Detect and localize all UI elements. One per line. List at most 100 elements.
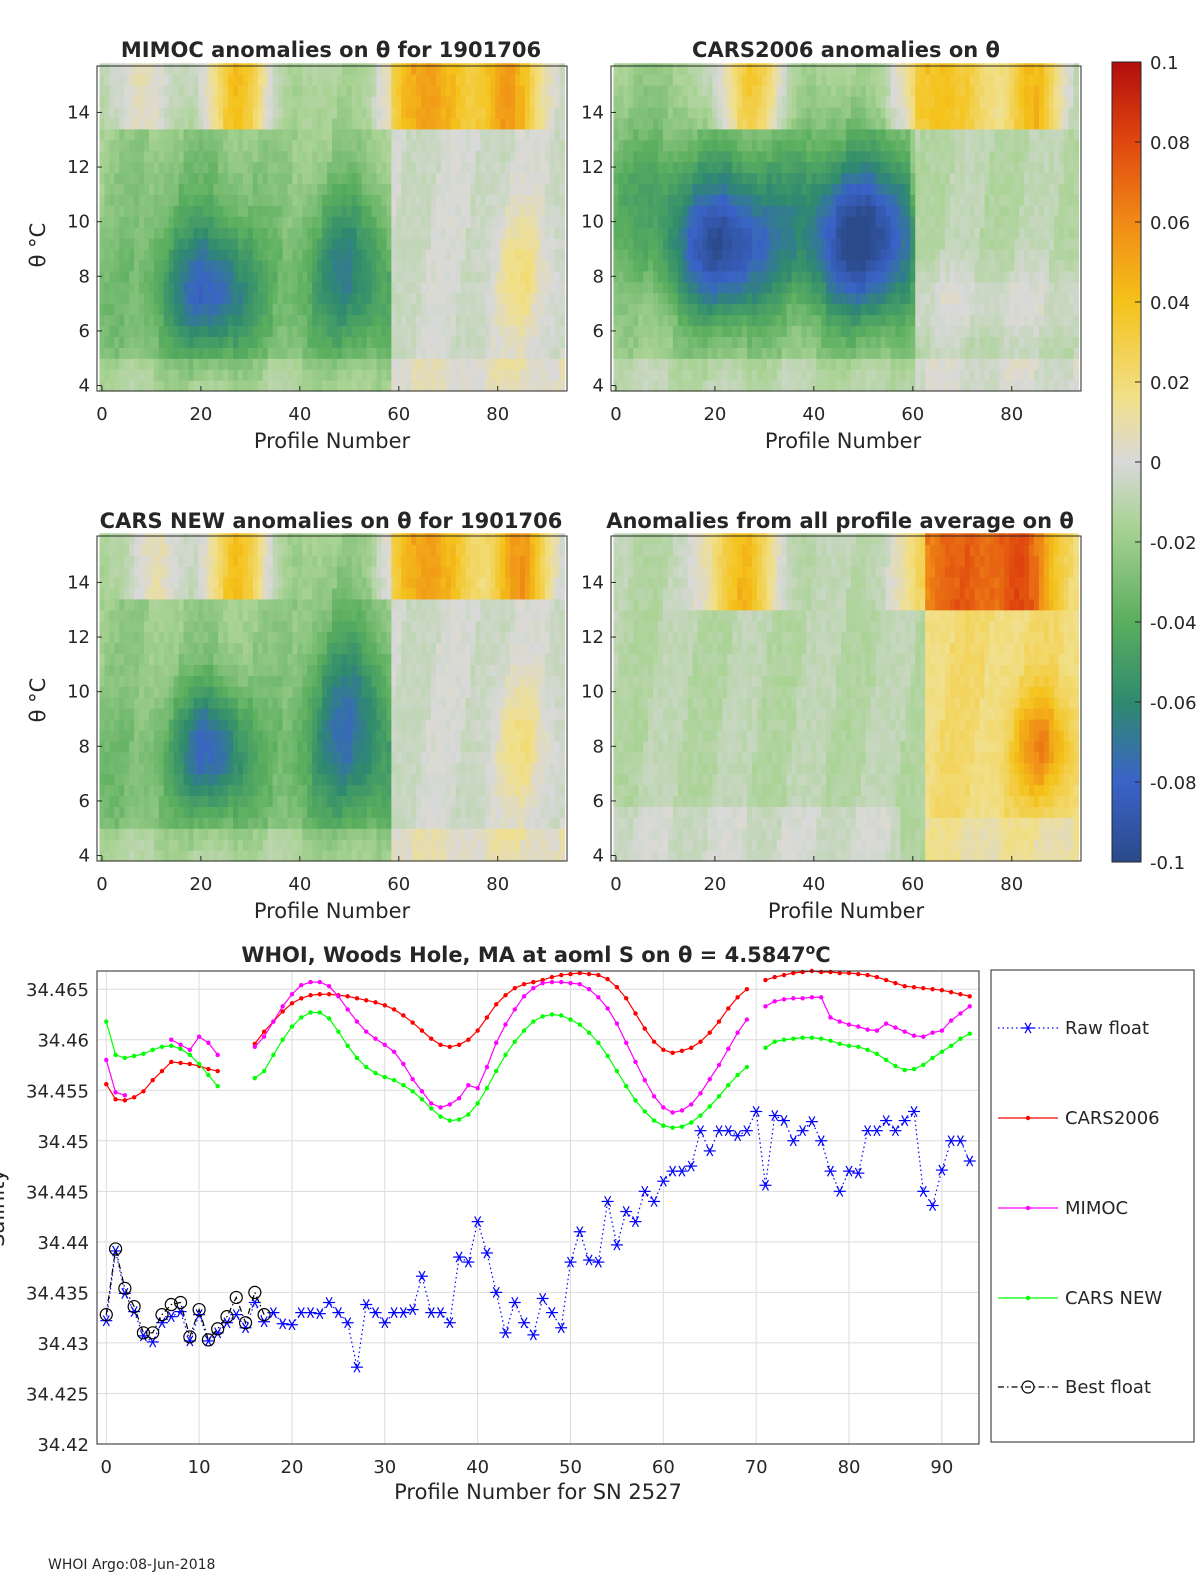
heatmap-cell xyxy=(791,259,798,272)
heatmap-cell xyxy=(791,325,798,337)
heatmap-cell xyxy=(910,63,916,75)
heatmap-cell xyxy=(761,380,768,392)
heatmap-cell xyxy=(153,205,160,217)
heatmap-cell xyxy=(653,85,659,97)
heatmap-cell xyxy=(682,216,689,228)
heatmap-cell xyxy=(623,314,629,327)
heatmap-cell xyxy=(450,303,457,316)
heatmap-cell xyxy=(168,96,175,108)
heatmap-cell xyxy=(416,150,422,163)
heatmap-cell xyxy=(208,358,214,370)
heatmap-cell xyxy=(539,369,546,381)
heatmap-cell xyxy=(544,347,551,359)
heatmap-cell xyxy=(559,380,566,392)
heatmap-cell xyxy=(416,161,422,174)
heatmap-cell xyxy=(880,117,887,130)
heatmap-cell xyxy=(144,63,150,75)
heatmap-cell xyxy=(761,314,768,327)
heatmap-cell xyxy=(366,96,373,108)
heatmap-cell xyxy=(860,128,867,141)
heatmap-cell xyxy=(272,96,279,108)
heatmap-cell xyxy=(771,74,778,86)
heatmap-cell xyxy=(396,380,402,392)
heatmap-cell xyxy=(430,369,437,381)
heatmap-cell xyxy=(747,325,753,337)
heatmap-cell xyxy=(658,74,664,86)
heatmap-cell xyxy=(692,336,699,348)
heatmap-cell xyxy=(964,281,971,294)
heatmap-cell xyxy=(173,270,180,283)
heatmap-cell xyxy=(935,139,941,152)
heatmap-cell xyxy=(880,248,887,261)
heatmap-cell xyxy=(658,314,664,327)
heatmap-cell xyxy=(722,270,728,283)
heatmap-cell xyxy=(302,96,308,108)
heatmap-cell xyxy=(846,183,852,195)
heatmap-cell xyxy=(252,63,259,75)
heatmap-cell xyxy=(351,172,358,185)
heatmap-cell xyxy=(223,369,229,381)
heatmap-cell xyxy=(470,248,477,261)
heatmap-cell xyxy=(667,96,674,108)
heatmap-cell xyxy=(406,314,412,327)
heatmap-cell xyxy=(850,139,857,152)
heatmap-cell xyxy=(203,205,209,217)
heatmap-cell xyxy=(287,303,294,316)
heatmap-cell xyxy=(846,205,852,217)
heatmap-cell xyxy=(618,161,624,174)
heatmap-cell xyxy=(238,248,244,261)
heatmap-cell xyxy=(860,380,867,392)
heatmap-cell xyxy=(450,380,457,392)
heatmap-cell xyxy=(826,106,832,119)
heatmap-cell xyxy=(648,216,654,228)
heatmap-cell xyxy=(850,270,857,283)
heatmap-cell xyxy=(445,106,452,119)
heatmap-cell xyxy=(396,161,402,174)
heatmap-cell xyxy=(153,74,160,86)
heatmap-cell xyxy=(638,128,644,141)
heatmap-cell xyxy=(860,325,867,337)
heatmap-cell xyxy=(139,205,145,217)
heatmap-cell xyxy=(870,281,877,294)
heatmap-cell xyxy=(183,248,190,261)
heatmap-cell xyxy=(139,369,145,381)
heatmap-cell xyxy=(188,227,195,239)
heatmap-cell xyxy=(722,96,728,108)
heatmap-cell xyxy=(480,238,486,250)
heatmap-cell xyxy=(672,281,679,294)
heatmap-cell xyxy=(411,85,417,97)
heatmap-cell xyxy=(662,270,669,283)
heatmap-cell xyxy=(322,117,328,130)
heatmap-cell xyxy=(124,281,130,294)
heatmap-cell xyxy=(193,325,200,337)
heatmap-cell xyxy=(910,106,916,119)
heatmap-cell xyxy=(801,270,808,283)
heatmap-cell xyxy=(114,139,120,152)
heatmap-cell xyxy=(386,183,392,195)
heatmap-cell xyxy=(658,336,664,348)
heatmap-cell xyxy=(633,259,639,272)
heatmap-cell xyxy=(381,325,388,337)
heatmap-cell xyxy=(119,63,125,75)
heatmap-cell xyxy=(327,303,333,316)
heatmap-cell xyxy=(445,270,452,283)
heatmap-cell xyxy=(356,336,363,348)
heatmap-cell xyxy=(648,325,654,337)
heatmap-cell xyxy=(860,336,867,348)
heatmap-cell xyxy=(667,194,674,206)
heatmap-cell xyxy=(500,270,506,283)
heatmap-cell xyxy=(821,74,827,86)
heatmap-cell xyxy=(495,292,501,305)
heatmap-cell xyxy=(944,303,951,316)
heatmap-cell xyxy=(534,194,541,206)
heatmap-cell xyxy=(327,96,333,108)
heatmap-cell xyxy=(935,270,941,283)
heatmap-cell xyxy=(613,248,620,261)
heatmap-cell xyxy=(515,259,521,272)
heatmap-cell xyxy=(361,216,368,228)
heatmap-cell xyxy=(732,194,738,206)
heatmap-cell xyxy=(336,216,343,228)
heatmap-cell xyxy=(915,303,921,316)
heatmap-cell xyxy=(302,161,308,174)
heatmap-cell xyxy=(114,281,120,294)
